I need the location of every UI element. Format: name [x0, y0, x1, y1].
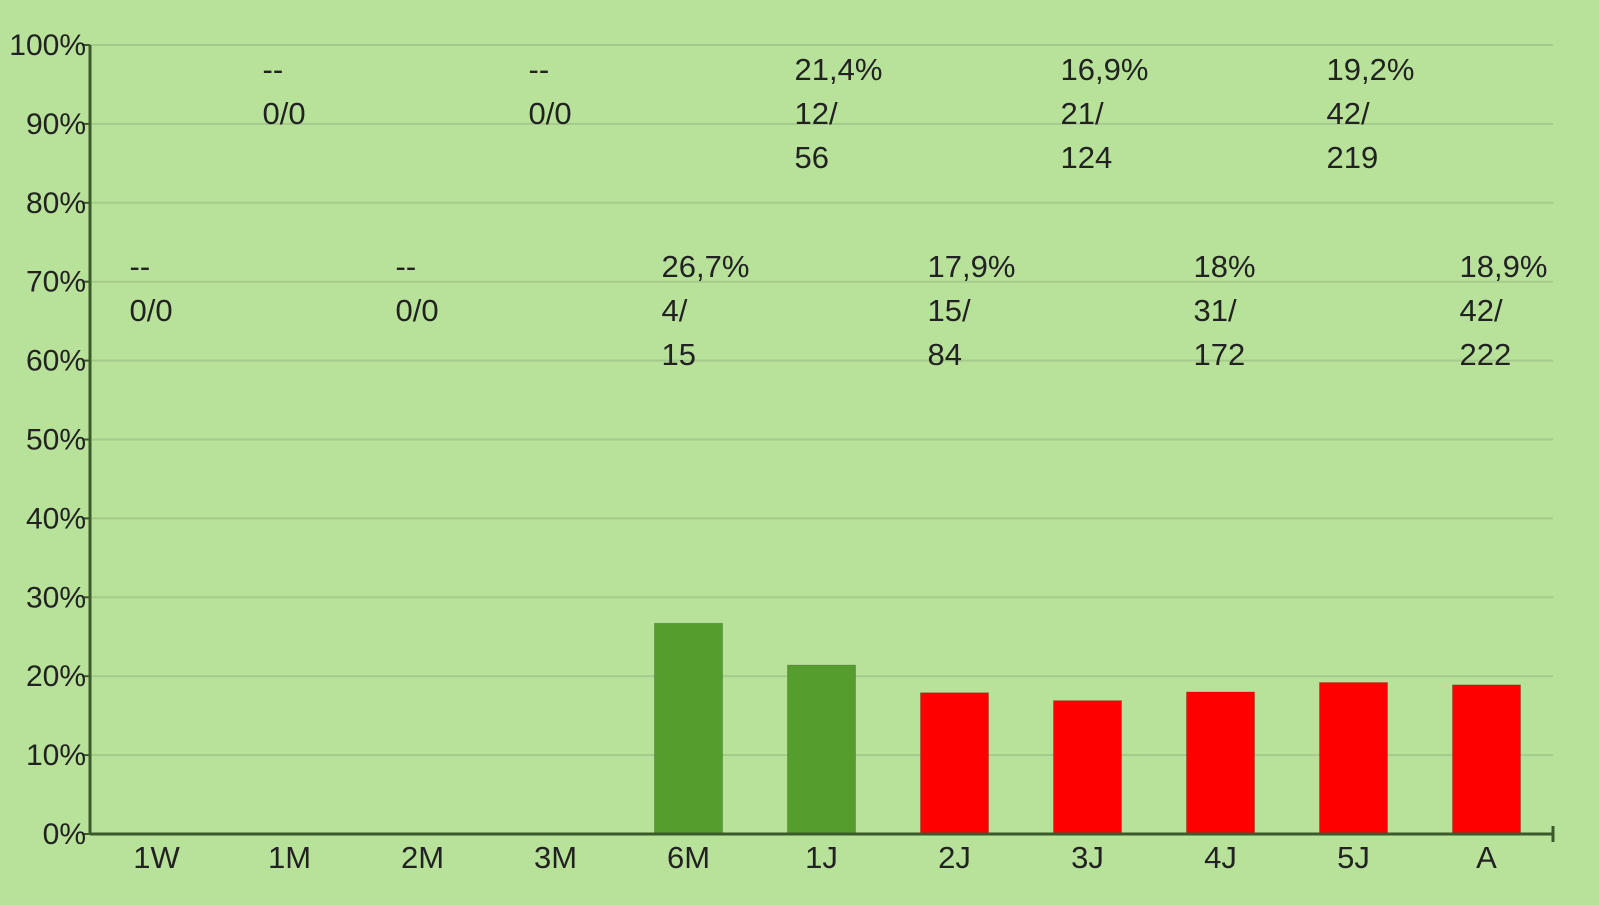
- percent-label: 19,2%: [1327, 52, 1415, 87]
- ratio-label: 0/0: [396, 293, 439, 328]
- ratio-label: 0/0: [529, 96, 572, 131]
- y-tick-label: 0%: [43, 818, 86, 851]
- ratio-label: 172: [1194, 337, 1246, 372]
- x-tick-label: 4J: [1204, 840, 1237, 875]
- x-tick-label: 6M: [667, 840, 710, 875]
- ratio-label: 219: [1327, 140, 1379, 175]
- y-tick-label: 80%: [26, 187, 86, 220]
- y-tick-label: 20%: [26, 660, 86, 693]
- ratio-label: 222: [1460, 337, 1512, 372]
- percent-label: 17,9%: [928, 249, 1016, 284]
- percent-label: 26,7%: [662, 249, 750, 284]
- ratio-label: 0/0: [263, 96, 306, 131]
- ratio-label: 12/: [795, 96, 838, 131]
- y-tick-label: 50%: [26, 424, 86, 457]
- ratio-label: 15/: [928, 293, 971, 328]
- percent-label: --: [130, 249, 151, 284]
- x-tick-label: 1M: [268, 840, 311, 875]
- y-tick-label: 10%: [26, 739, 86, 772]
- percent-label: --: [529, 52, 550, 87]
- percent-label: 16,9%: [1061, 52, 1149, 87]
- y-tick-label: 90%: [26, 108, 86, 141]
- bar: [787, 664, 856, 835]
- ratio-label: 42/: [1327, 96, 1370, 131]
- ratio-label: 42/: [1460, 293, 1503, 328]
- y-tick-label: 70%: [26, 266, 86, 299]
- ratio-label: 84: [928, 337, 962, 372]
- bar: [1452, 684, 1521, 835]
- bar: [920, 692, 989, 835]
- percent-label: --: [396, 249, 417, 284]
- x-tick-label: 5J: [1337, 840, 1370, 875]
- ratio-label: 124: [1061, 140, 1113, 175]
- x-tick-label: 1J: [805, 840, 838, 875]
- ratio-label: 4/: [662, 293, 688, 328]
- x-tick-label: 1W: [133, 840, 180, 875]
- ratio-label: 31/: [1194, 293, 1237, 328]
- percent-label: 18%: [1194, 249, 1256, 284]
- y-tick-label: 60%: [26, 345, 86, 378]
- y-tick-label: 40%: [26, 502, 86, 535]
- ratio-label: 21/: [1061, 96, 1104, 131]
- y-tick-label: 100%: [9, 29, 86, 62]
- percent-label: 21,4%: [795, 52, 883, 87]
- bar: [1186, 691, 1255, 835]
- x-tick-label: 2M: [401, 840, 444, 875]
- bar: [1053, 700, 1122, 835]
- ratio-label: 0/0: [130, 293, 173, 328]
- x-tick-label: 2J: [938, 840, 971, 875]
- x-tick-label: A: [1476, 840, 1497, 875]
- x-tick-label: 3M: [534, 840, 577, 875]
- bar: [654, 622, 723, 835]
- y-tick-label: 30%: [26, 581, 86, 614]
- ratio-label: 56: [795, 140, 829, 175]
- ratio-label: 15: [662, 337, 696, 372]
- percent-label: 18,9%: [1460, 249, 1548, 284]
- x-tick-label: 3J: [1071, 840, 1104, 875]
- bar: [1319, 682, 1388, 835]
- percent-label: --: [263, 52, 284, 87]
